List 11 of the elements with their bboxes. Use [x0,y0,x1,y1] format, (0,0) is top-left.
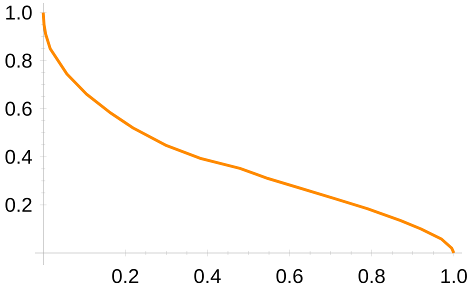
x-tick-label: 0.6 [276,269,303,284]
x-tick-label: 0.8 [358,269,385,284]
y-tick-label: 1.0 [6,6,32,20]
x-tick-label: 1.0 [441,269,467,284]
y-tick-label: 0.4 [5,150,32,164]
y-tick-label: 0.2 [5,198,32,212]
y-tick-label: 0.6 [5,102,32,116]
x-tick-label: 0.4 [194,269,221,284]
line-series [42,11,456,254]
x-tick-label: 0.2 [112,269,138,284]
y-tick-label: 0.8 [5,54,32,68]
